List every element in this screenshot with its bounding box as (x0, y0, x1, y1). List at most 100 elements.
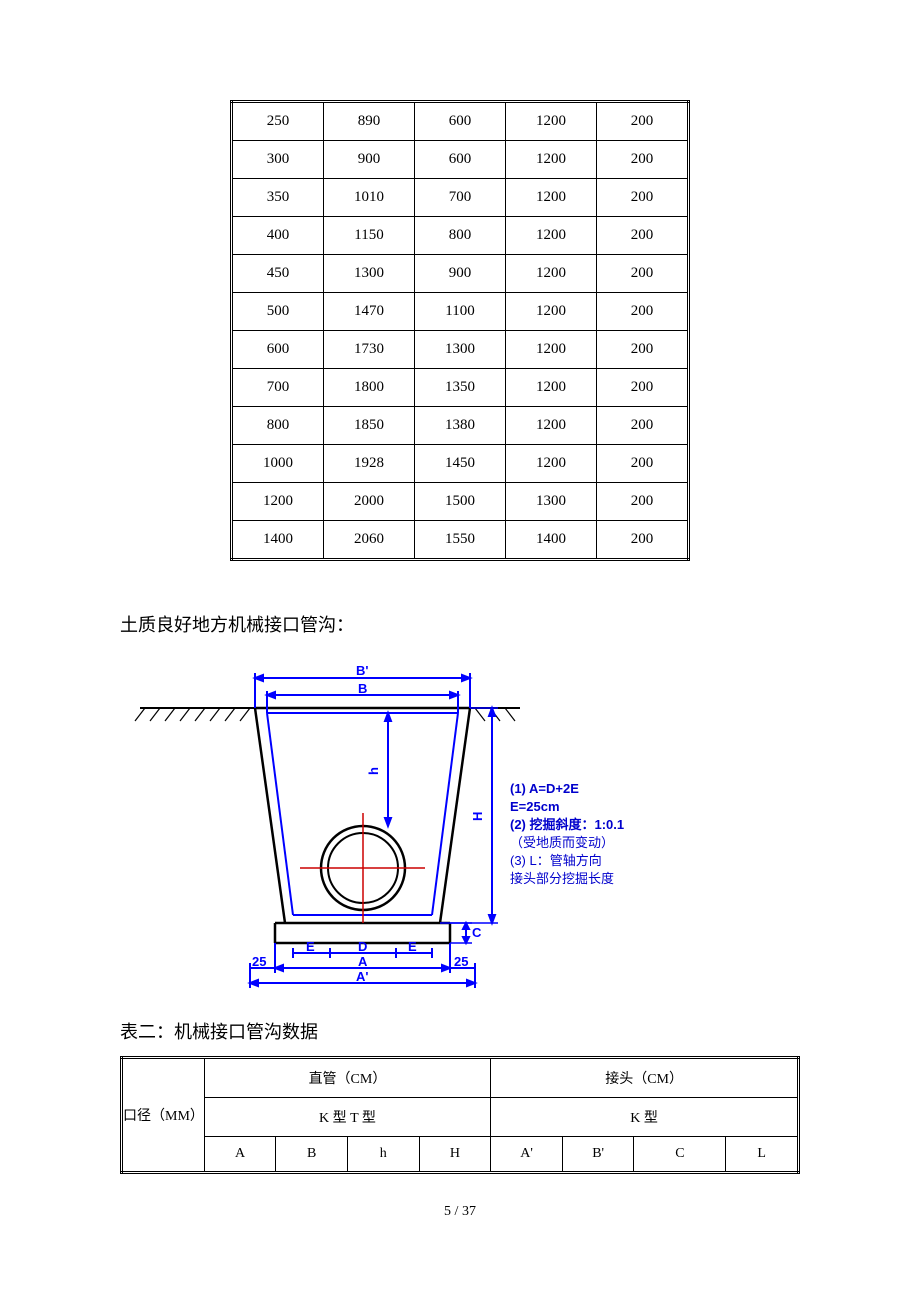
diagram-annotation: (3) L：管轴方向 (510, 853, 602, 868)
diagram-annotation: （受地质而变动） (510, 835, 614, 850)
page-number: 5 (444, 1204, 451, 1219)
table-cell: 1200 (506, 179, 597, 217)
dim-label-c: C (472, 925, 482, 940)
diagram-annotation: (1) A=D+2E (510, 781, 579, 796)
table-cell: 1200 (506, 369, 597, 407)
table-cell: 450 (232, 255, 324, 293)
table-cell: 1300 (324, 255, 415, 293)
table-cell: 200 (597, 293, 689, 331)
document-page: 2508906001200200300900600120020035010107… (0, 0, 920, 1260)
table-header-cell: 接头（CM） (491, 1058, 799, 1098)
table-row: 1400206015501400200 (232, 521, 689, 560)
table-row: 1200200015001300200 (232, 483, 689, 521)
table-cell: 200 (597, 369, 689, 407)
table-cell: 1200 (506, 407, 597, 445)
table-cell: 1470 (324, 293, 415, 331)
dim-label-H: H (470, 812, 485, 821)
dim-label-e-right: E (408, 939, 417, 954)
table-2-title: 表二：机械接口管沟数据 (120, 1018, 800, 1044)
table-header-cell: C (634, 1137, 726, 1173)
table-cell: 1400 (506, 521, 597, 560)
table-row: A B h H A' B' C L (122, 1137, 799, 1173)
table-cell: 700 (415, 179, 506, 217)
dim-label-e-left: E (306, 939, 315, 954)
table-row: 700180013501200200 (232, 369, 689, 407)
table-row: 3009006001200200 (232, 141, 689, 179)
table-cell: 900 (324, 141, 415, 179)
table-cell: 900 (415, 255, 506, 293)
table-row: 2508906001200200 (232, 102, 689, 141)
table-header-cell: 口径（MM） (122, 1058, 205, 1173)
dim-label-25-left: 25 (252, 954, 266, 969)
table-cell: 1400 (232, 521, 324, 560)
trench-diagram: B' B h H C E D E A A' 25 25 (1) A=D+2E E… (120, 653, 800, 998)
table-header-cell: K 型 (491, 1098, 799, 1137)
table-cell: 1200 (506, 331, 597, 369)
table-cell: 400 (232, 217, 324, 255)
table-2: 口径（MM） 直管（CM） 接头（CM） K 型 T 型 K 型 A B h H… (120, 1056, 800, 1174)
dim-label-a-prime: A' (356, 969, 368, 984)
table-cell: 200 (597, 407, 689, 445)
table-cell: 1010 (324, 179, 415, 217)
table-row: 1000192814501200200 (232, 445, 689, 483)
table-cell: 1928 (324, 445, 415, 483)
table-cell: 1200 (506, 445, 597, 483)
table-cell: 1200 (232, 483, 324, 521)
table-cell: 1380 (415, 407, 506, 445)
table-row: 口径（MM） 直管（CM） 接头（CM） (122, 1058, 799, 1098)
table-cell: 1000 (232, 445, 324, 483)
diagram-annotation: 接头部分挖掘长度 (510, 871, 614, 886)
table-header-cell: h (347, 1137, 419, 1173)
table-cell: 1450 (415, 445, 506, 483)
table-cell: 300 (232, 141, 324, 179)
table-cell: 1350 (415, 369, 506, 407)
table-row: 40011508001200200 (232, 217, 689, 255)
table-cell: 1150 (324, 217, 415, 255)
table-cell: 200 (597, 483, 689, 521)
table-cell: 200 (597, 217, 689, 255)
table-header-cell: H (419, 1137, 491, 1173)
table-cell: 250 (232, 102, 324, 141)
table-cell: 800 (415, 217, 506, 255)
table-cell: 1200 (506, 217, 597, 255)
table-cell: 350 (232, 179, 324, 217)
table-cell: 890 (324, 102, 415, 141)
table-header-cell: B' (562, 1137, 634, 1173)
dim-label-d: D (358, 939, 367, 954)
table-cell: 600 (232, 331, 324, 369)
table-cell: 200 (597, 445, 689, 483)
table-cell: 500 (232, 293, 324, 331)
table-cell: 1730 (324, 331, 415, 369)
table-row: 45013009001200200 (232, 255, 689, 293)
table-cell: 1200 (506, 141, 597, 179)
table-cell: 1100 (415, 293, 506, 331)
dim-label-b: B (358, 681, 367, 696)
table-cell: 1300 (506, 483, 597, 521)
table-header-cell: 直管（CM） (204, 1058, 491, 1098)
table-cell: 1800 (324, 369, 415, 407)
table-cell: 1550 (415, 521, 506, 560)
table-cell: 1300 (415, 331, 506, 369)
table-row: 500147011001200200 (232, 293, 689, 331)
table-cell: 1200 (506, 293, 597, 331)
dim-label-a: A (358, 954, 368, 969)
dim-label-b-prime: B' (356, 663, 368, 678)
dim-label-h: h (366, 767, 381, 775)
table-1: 2508906001200200300900600120020035010107… (230, 100, 690, 561)
table-cell: 600 (415, 141, 506, 179)
table-header-cell: A' (491, 1137, 563, 1173)
table-cell: 1200 (506, 102, 597, 141)
table-cell: 2060 (324, 521, 415, 560)
table-cell: 200 (597, 255, 689, 293)
table-header-cell: A (204, 1137, 276, 1173)
table-row: 600173013001200200 (232, 331, 689, 369)
page-total: 37 (462, 1204, 476, 1219)
table-cell: 200 (597, 521, 689, 560)
table-cell: 700 (232, 369, 324, 407)
section-heading: 土质良好地方机械接口管沟： (120, 611, 800, 637)
table-cell: 600 (415, 102, 506, 141)
table-header-cell: K 型 T 型 (204, 1098, 491, 1137)
table-cell: 2000 (324, 483, 415, 521)
table-cell: 200 (597, 331, 689, 369)
table-cell: 1200 (506, 255, 597, 293)
